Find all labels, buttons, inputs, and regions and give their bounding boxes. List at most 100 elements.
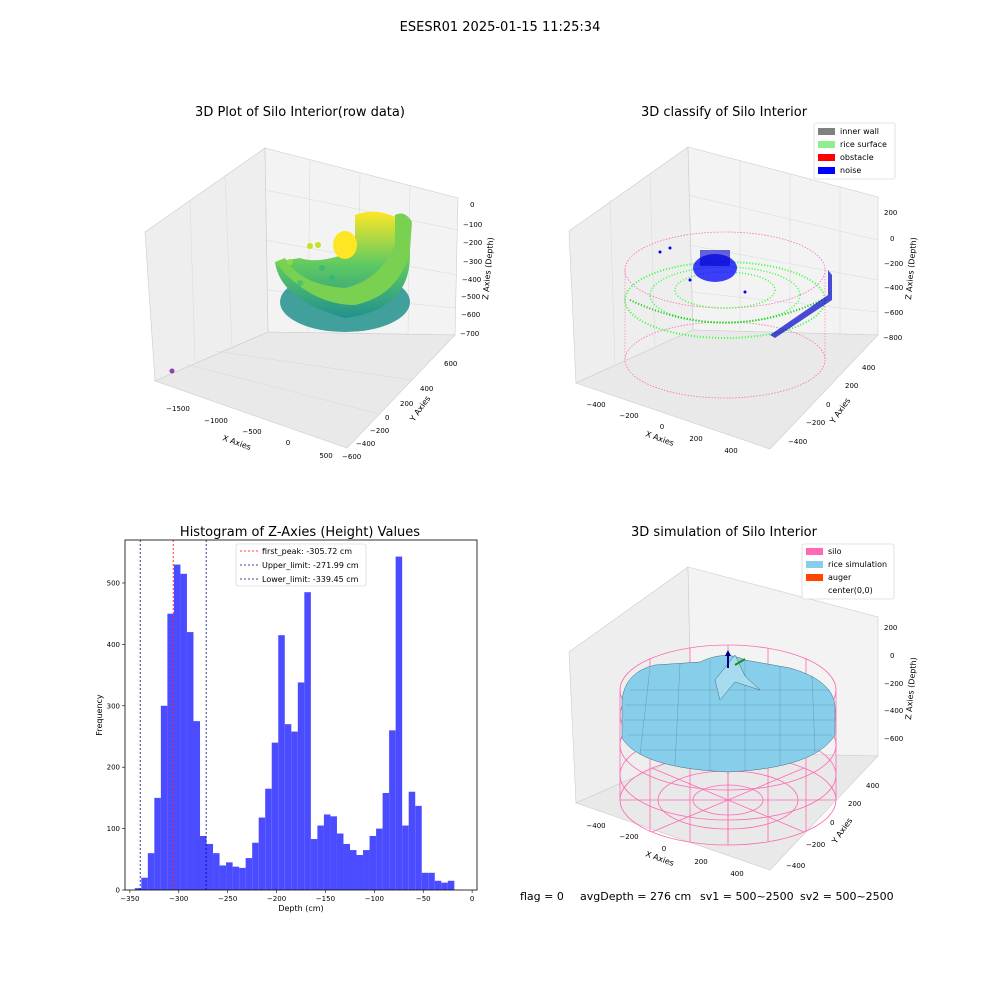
- histogram-y-tick-label: 400: [107, 641, 120, 649]
- legend-swatch-noise: [818, 167, 835, 174]
- histogram-bar: [278, 635, 285, 890]
- histogram-x-tick-label: −100: [365, 895, 384, 903]
- classify-z-tick: −200: [884, 260, 903, 268]
- raw-panel-title: 3D Plot of Silo Interior(row data): [195, 105, 405, 120]
- histogram-x-tick-label: −250: [218, 895, 237, 903]
- simulation-legend: silo rice simulation auger center(0,0): [801, 543, 895, 600]
- histogram-x-tick-label: −300: [169, 895, 188, 903]
- sim-z-tick: −600: [884, 735, 903, 743]
- classify-x-tick: 200: [689, 435, 702, 443]
- simulation-center-marker: [725, 650, 731, 656]
- histogram-x-label: Depth (cm): [278, 904, 323, 913]
- histogram-bar: [395, 556, 403, 890]
- sim-z-tick: 200: [884, 624, 897, 632]
- histogram-bar: [363, 850, 370, 890]
- histogram-bar: [160, 705, 168, 890]
- raw-z-tick: −200: [463, 239, 482, 247]
- classify-x-tick: −200: [619, 412, 638, 420]
- figure-title: ESESR01 2025-01-15 11:25:34: [400, 20, 601, 35]
- histogram-bar: [336, 833, 344, 890]
- classify-x-tick: −400: [586, 401, 605, 409]
- classify-y-tick: −400: [788, 438, 807, 446]
- raw-z-tick: 0: [470, 201, 474, 209]
- sim-y-tick: −200: [806, 841, 825, 849]
- histogram-bar: [193, 721, 200, 890]
- histogram-bar: [186, 632, 194, 890]
- histogram-bar: [323, 814, 331, 890]
- histogram-y-tick-label: 500: [107, 579, 120, 587]
- raw-z-tick: −400: [462, 276, 481, 284]
- histogram-bar: [330, 816, 337, 890]
- histogram-bar: [154, 797, 161, 890]
- histogram-bar: [297, 682, 305, 890]
- classify-z-tick: −400: [884, 284, 903, 292]
- legend-lower-limit: Lower_limit: -339.45 cm: [262, 575, 359, 584]
- raw-y-label: Y Axies: [408, 394, 433, 424]
- histogram-bar: [232, 866, 240, 890]
- raw-3d-panel: 3D Plot of Silo Interior(row data) −1500: [144, 105, 495, 461]
- histogram-bar: [376, 828, 383, 890]
- raw-x-tick: −500: [242, 428, 261, 436]
- raw-z-tick: −500: [461, 293, 480, 301]
- histogram-bar: [271, 742, 279, 890]
- histogram-bar: [226, 862, 233, 890]
- histogram-bar: [239, 867, 246, 890]
- sim-x-tick: 400: [730, 870, 743, 878]
- histogram-y-label: Frequency: [95, 694, 104, 736]
- histogram-bar: [141, 877, 148, 890]
- classify-legend-inner-wall: inner wall: [840, 127, 879, 136]
- classify-legend: inner wall rice surface obstacle noise: [813, 122, 896, 180]
- raw-y-tick: 400: [420, 385, 433, 393]
- footer-avg-depth: avgDepth = 276 cm: [580, 890, 691, 903]
- histogram-y-tick-label: 300: [107, 702, 120, 710]
- classify-z-tick: −600: [884, 309, 903, 317]
- histogram-bar: [402, 825, 409, 890]
- classify-legend-noise: noise: [840, 166, 861, 175]
- histogram-bar: [213, 853, 220, 890]
- classify-z-tick: −800: [883, 334, 902, 342]
- raw-y-tick: −600: [342, 453, 361, 461]
- histogram-bar: [343, 843, 350, 890]
- sim-y-tick: −400: [786, 862, 805, 870]
- histogram-bar: [434, 880, 442, 890]
- histogram-bar: [382, 792, 390, 890]
- classify-y-tick: 200: [845, 382, 858, 390]
- footer-sv1: sv1 = 500~2500: [700, 890, 794, 903]
- raw-z-tick: −600: [461, 311, 480, 319]
- raw-z-tick: −700: [460, 330, 479, 338]
- sim-x-tick: −400: [586, 822, 605, 830]
- histogram-y-tick-label: 100: [107, 825, 120, 833]
- sim-y-tick: 200: [848, 800, 861, 808]
- raw-y-tick: 600: [444, 360, 457, 368]
- legend-swatch-inner-wall: [818, 128, 835, 135]
- classify-y-tick: 400: [862, 364, 875, 372]
- sim-y-tick: 400: [866, 782, 879, 790]
- simulation-rice-surface: [621, 654, 836, 773]
- legend-first-peak: first_peak: -305.72 cm: [262, 547, 352, 556]
- simulation-axis-ticks: −400 −200 0 200 400 400 200 0 −200 −400 …: [586, 624, 903, 878]
- histogram-x-tick-label: −50: [416, 895, 431, 903]
- legend-swatch-obstacle: [818, 154, 835, 161]
- sim-z-tick: 0: [890, 652, 894, 660]
- raw-axis-ticks: −1500 −1000 −500 0 500 600 400 200 0 −20…: [166, 201, 482, 461]
- histogram-bar: [428, 872, 435, 890]
- histogram-bar: [421, 872, 429, 890]
- histogram-bar: [389, 730, 396, 890]
- histogram-bar: [206, 843, 214, 890]
- raw-y-tick: −400: [356, 440, 375, 448]
- classify-y-tick: 0: [826, 401, 830, 409]
- legend-swatch-silo: [806, 548, 823, 555]
- histogram-bar: [447, 880, 455, 890]
- legend-swatch-auger: [806, 574, 823, 581]
- histogram-legend: first_peak: -305.72 cm Upper_limit: -271…: [235, 543, 367, 587]
- histogram-bar: [356, 855, 364, 890]
- histogram-bar: [173, 564, 181, 890]
- classify-z-tick: 0: [890, 235, 894, 243]
- sim-x-tick: 0: [662, 845, 666, 853]
- raw-y-tick: −200: [370, 427, 389, 435]
- classify-panel-title: 3D classify of Silo Interior: [641, 105, 808, 120]
- sim-z-label: Z Axies (Depth): [904, 657, 918, 720]
- classify-legend-rice-surface: rice surface: [840, 140, 887, 149]
- histogram-x-tick-label: −350: [120, 895, 139, 903]
- raw-y-tick: 0: [385, 414, 389, 422]
